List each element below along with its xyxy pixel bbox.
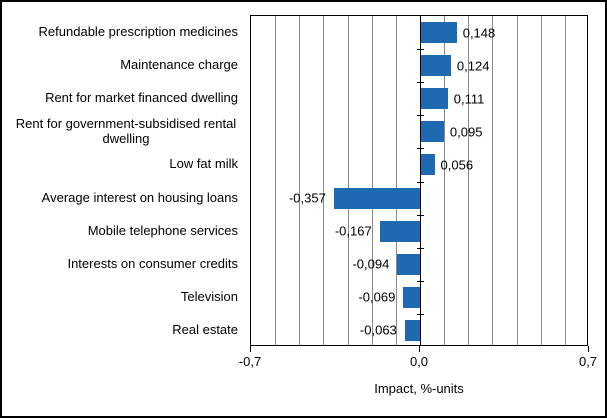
value-label: -0,094 [352, 256, 390, 272]
category-labels: Refundable prescription medicines Mainten… [2, 15, 250, 346]
gridline [540, 16, 542, 345]
value-label: -0,357 [288, 190, 326, 206]
category-label: Real estate [172, 321, 238, 337]
gridline [347, 16, 349, 345]
bar [404, 319, 420, 341]
gridline [468, 16, 470, 345]
bar [403, 286, 420, 308]
category-axis-tick [417, 280, 424, 282]
gridline [516, 16, 518, 345]
category-label: Maintenance charge [120, 57, 238, 73]
x-axis-title: Impact, %-units [374, 381, 464, 396]
category-label: Television [180, 288, 238, 304]
category-label: Low fat milk [169, 156, 238, 172]
x-axis-tick-label: -0,7 [238, 354, 262, 369]
gridline [323, 16, 325, 345]
zero-axis-line [420, 16, 421, 345]
value-label: 0,148 [462, 25, 496, 41]
x-axis-tick [588, 346, 589, 352]
bar [333, 187, 420, 209]
value-label: -0,063 [359, 322, 397, 338]
bar [421, 121, 444, 143]
category-axis-tick [417, 82, 424, 84]
bar [421, 22, 457, 44]
value-label: 0,095 [449, 124, 483, 140]
value-label: 0,056 [440, 157, 474, 173]
category-axis-tick [417, 148, 424, 150]
bar [421, 55, 451, 77]
value-label: -0,069 [358, 289, 396, 305]
bar [421, 88, 448, 110]
category-label: Mobile telephone services [87, 222, 238, 238]
category-label: Interests on consumer credits [67, 255, 238, 271]
category-label: Rent for market financed dwelling [45, 90, 238, 106]
category-axis-tick [417, 214, 424, 216]
bar [421, 154, 435, 176]
value-label: -0,167 [334, 223, 372, 239]
gridline [371, 16, 373, 345]
x-axis-tick-label: 0,7 [578, 354, 598, 369]
x-axis-tick-label: 0,0 [409, 354, 429, 369]
category-axis-tick [417, 181, 424, 183]
category-axis-tick [417, 247, 424, 249]
plot-area: 0,148 0,124 0,111 0,095 0,056 -0,357 -0,167 -0,… [250, 15, 588, 346]
bar [397, 253, 420, 275]
x-axis-tick [419, 346, 420, 352]
category-axis-tick [417, 49, 424, 51]
value-label: 0,111 [453, 91, 485, 107]
category-label: Rent for government-subsidised rental dw… [15, 115, 237, 146]
category-label: Average interest on housing loans [41, 189, 238, 205]
gridline [299, 16, 301, 345]
gridline [444, 16, 446, 345]
gridline [492, 16, 494, 345]
category-axis-tick [417, 115, 424, 117]
category-axis-tick [417, 313, 424, 315]
gridline [275, 16, 277, 345]
gridline [564, 16, 566, 345]
x-axis-tick [250, 346, 251, 352]
gridline [395, 16, 397, 345]
bar [379, 220, 420, 242]
value-label: 0,124 [456, 58, 490, 74]
category-label: Refundable prescription medicines [38, 24, 238, 40]
